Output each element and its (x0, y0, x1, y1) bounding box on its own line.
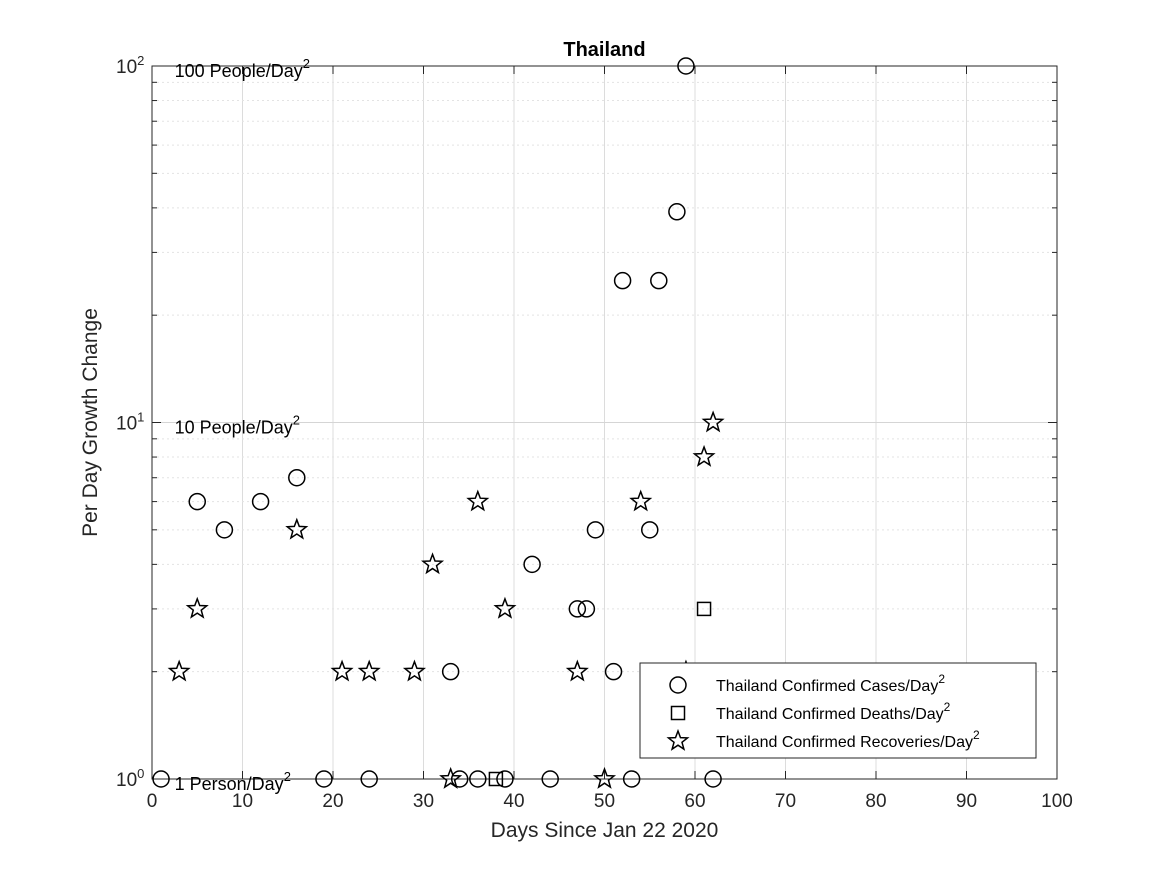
y-axis-label: Per Day Growth Change (79, 308, 102, 537)
x-tick-label: 40 (503, 791, 524, 812)
circle-point (315, 770, 333, 788)
legend-star-icon (666, 728, 690, 751)
circle-point (650, 271, 668, 290)
level-annotation: 10 People/Day2 (175, 413, 300, 438)
y-tick-label: 100 (116, 766, 144, 791)
circle-point (251, 492, 270, 511)
level-annotation: 100 People/Day2 (175, 56, 310, 81)
x-tick-label: 50 (594, 791, 615, 812)
star-point (330, 659, 354, 682)
series-square (488, 601, 712, 787)
legend-entry: Thailand Confirmed Cases/Day2 (716, 672, 945, 695)
annotations: 100 People/Day2 10 People/Day2 1 Person/Da… (175, 56, 310, 794)
x-tick-label: 100 (1041, 791, 1073, 812)
x-tick-label: 0 (147, 791, 158, 812)
y-tick-label: 101 (116, 410, 144, 435)
star-point (285, 517, 309, 540)
legend-entry: Thailand Confirmed Recoveries/Day2 (716, 728, 980, 751)
circle-point (541, 770, 559, 788)
circle-point (152, 770, 170, 788)
circle-point (450, 770, 469, 788)
x-axis-label: Days Since Jan 22 2020 (491, 819, 719, 842)
legend-box (639, 662, 1037, 759)
star-point (466, 489, 490, 512)
circle-point (496, 770, 514, 788)
square-point (488, 771, 504, 787)
star-point (629, 489, 653, 512)
legend: Thailand Confirmed Cases/Day2 Thailand Co… (639, 662, 1037, 759)
circle-point (704, 770, 722, 788)
x-tick-label: 80 (865, 791, 886, 812)
x-tick-label: 30 (413, 791, 434, 812)
star-point (493, 596, 517, 619)
star-point (701, 410, 725, 433)
circle-point (469, 770, 487, 788)
circle-point (188, 492, 206, 511)
star-point (439, 766, 463, 789)
legend-entry: Thailand Confirmed Deaths/Day2 (716, 700, 951, 723)
circle-point (215, 521, 234, 539)
circle-point (613, 271, 632, 290)
square-point (696, 601, 712, 617)
x-tick-label: 10 (232, 791, 253, 812)
circle-point (668, 203, 686, 221)
circle-point (577, 600, 596, 618)
legend-square-icon (670, 705, 686, 721)
x-tick-label: 60 (684, 791, 705, 812)
circle-point (441, 662, 460, 681)
x-tick-label: 90 (956, 791, 977, 812)
circle-point (586, 521, 605, 539)
star-point (692, 444, 716, 467)
star-point (357, 659, 381, 682)
axis-ticks: 0 10 20 30 40 50 60 70 80 90 100 100 101 102 (116, 53, 1073, 812)
circle-point (360, 770, 378, 788)
data-marks (152, 57, 725, 789)
star-point (402, 659, 426, 682)
star-point (421, 552, 445, 575)
circle-point (604, 662, 623, 681)
x-tick-label: 70 (775, 791, 796, 812)
x-tick-label: 20 (322, 791, 343, 812)
star-point (167, 659, 191, 682)
circle-point (523, 555, 541, 574)
star-point (592, 766, 617, 789)
y-tick-label: 102 (116, 53, 144, 78)
chart-title: Thailand (563, 39, 645, 61)
legend-circle-icon (669, 676, 687, 694)
circle-point (288, 468, 306, 487)
circle-point (677, 57, 695, 75)
circle-point (641, 521, 659, 539)
star-point (565, 659, 589, 682)
series-circle (152, 57, 722, 788)
level-annotation: 1 Person/Day2 (175, 769, 291, 794)
star-point (185, 596, 209, 619)
circle-point (568, 600, 587, 618)
circle-point (622, 770, 641, 788)
